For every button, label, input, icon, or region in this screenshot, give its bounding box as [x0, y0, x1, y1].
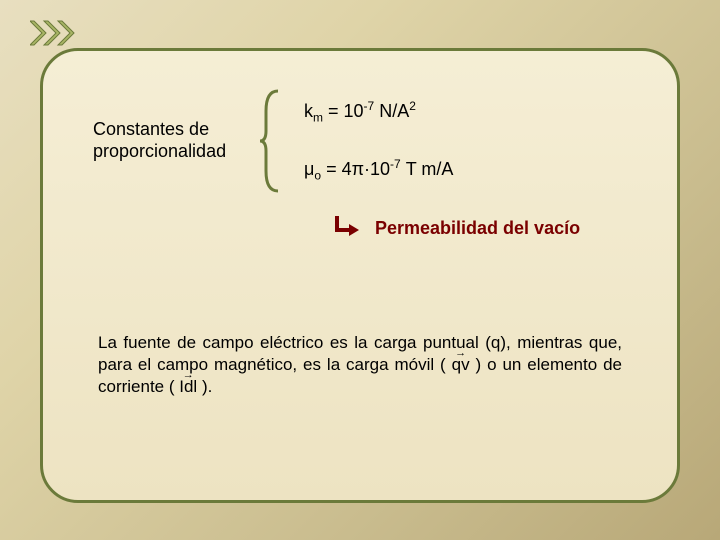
chevron-icon: [30, 18, 90, 48]
eq2-tail: T m/A: [401, 159, 454, 179]
eq2-mu: μ: [304, 159, 314, 179]
equation-km: km = 10-7 N/A2: [304, 99, 453, 125]
equations-group: km = 10-7 N/A2 μo = 4π·10-7 T m/A: [304, 99, 453, 182]
content-panel: Constantes de proporcionalidad km = 10-7…: [40, 48, 680, 503]
down-right-arrow-icon: [333, 214, 361, 242]
constants-label: Constantes de proporcionalidad: [93, 119, 248, 162]
constants-label-line1: Constantes de: [93, 119, 209, 139]
vector-idl: →Idl: [179, 376, 197, 398]
body-paragraph: La fuente de campo eléctrico es la carga…: [98, 332, 622, 398]
permeability-label: Permeabilidad del vacío: [375, 218, 580, 239]
eq1-mid: = 10: [323, 101, 364, 121]
eq1-sup: -7: [364, 99, 375, 113]
vector-qv: →qv: [452, 354, 470, 376]
constants-label-line2: proporcionalidad: [93, 141, 226, 161]
constants-section: Constantes de proporcionalidad km = 10-7…: [93, 86, 637, 196]
eq1-tail: N/A: [374, 101, 409, 121]
eq2-sup: -7: [390, 157, 401, 171]
permeability-row: Permeabilidad del vacío: [333, 214, 637, 242]
eq1-sub: m: [313, 111, 323, 125]
equation-mu: μo = 4π·10-7 T m/A: [304, 157, 453, 183]
body-seg3: ).: [197, 377, 212, 396]
brace-icon: [258, 86, 286, 196]
eq2-mid: = 4π·10: [321, 159, 390, 179]
eq1-k: k: [304, 101, 313, 121]
eq1-tail-sup: 2: [409, 99, 416, 113]
